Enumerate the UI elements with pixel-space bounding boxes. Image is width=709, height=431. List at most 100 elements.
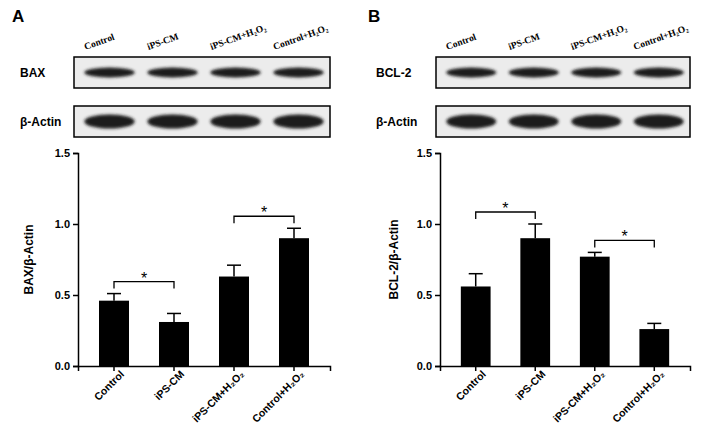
error-stem [113,294,115,301]
x-tick-label: iPS-CM+H₂O₂ [550,368,607,425]
lane-label: Control [445,32,478,52]
y-axis-line [435,154,441,367]
x-tick: Control [91,366,126,403]
row-label: BAX [20,66,45,80]
blot: ControliPS-CMiPS-CM+H₂O₂Control+H₂O₂BAXβ… [20,22,330,137]
y-tick-mark [73,153,78,155]
x-tick-label: Control+H₂O₂ [610,368,667,425]
error-bar [528,224,542,238]
y-tick-mark [73,295,78,297]
y-tick: 1.5 [55,147,78,159]
y-axis-title: BAX/β-Actin [22,225,36,295]
y-axis-title: BCL-2/β-Actin [387,220,401,300]
marks [99,228,309,366]
blot-band [147,115,197,129]
lane-label: iPS-CM [507,31,541,52]
panel-label: B [368,7,380,26]
marks [461,224,669,366]
lane-label: Control+H₂O₂ [632,23,689,52]
blot-band [84,68,134,78]
blot-band [634,115,684,129]
panel-label: A [12,7,24,26]
x-tick-label: iPS-CM [152,368,187,403]
error-cap [588,252,602,254]
error-bar [167,313,181,322]
y-tick-label: 0.0 [417,360,432,372]
x-tick: iPS-CM+H₂O₂ [190,366,247,424]
significance-label: * [261,204,267,221]
error-bar [287,228,301,238]
blot-band [571,68,621,78]
x-tick: iPS-CM [152,366,187,402]
bar [520,238,550,366]
x-axis: Control iPS-CMiPS-CM+H₂O₂Control+H₂O₂ [441,366,691,425]
row-label: BCL-2 [376,66,412,80]
y-tick: 0.0 [55,360,78,372]
blot-band [634,68,684,78]
error-stem [534,224,536,238]
y-tick-mark [435,366,440,368]
error-stem [233,265,235,276]
y-tick: 1.5 [417,147,440,159]
error-bar [227,265,241,276]
bar [219,277,249,366]
figure: AControliPS-CMiPS-CM+H₂O₂Control+H₂O₂BAX… [0,0,709,431]
error-bar [588,252,602,256]
blot-frame [74,57,330,88]
bar [159,322,189,366]
y-tick-label: 1.0 [55,218,70,230]
y-tick: 1.0 [417,218,440,230]
blot-frame [436,57,690,88]
blot-band [84,115,134,129]
y-tick-mark [73,224,78,226]
y-tick-mark [73,366,78,368]
y-tick-label: 0.5 [417,289,432,301]
y-tick-mark [435,295,440,297]
x-tick: iPS-CM [513,366,548,402]
y-axis-line [73,154,79,367]
y-axis: 0.0 0.5 1.0 1.5 [417,147,441,372]
panel: AControliPS-CMiPS-CM+H₂O₂Control+H₂O₂BAX… [12,7,331,425]
y-tick-label: 1.0 [417,218,432,230]
error-cap [528,223,542,225]
significance-label: * [502,200,508,217]
y-tick: 0.5 [417,289,440,301]
bar [461,286,491,366]
x-tick: Control+H₂O₂ [610,366,667,425]
y-tick-label: 1.5 [55,147,70,159]
y-tick-label: 0.0 [55,360,70,372]
y-tick-label: 1.5 [417,147,432,159]
bar [279,238,309,366]
error-bar [107,294,121,301]
blot-band [273,115,323,129]
lane-label: iPS-CM [146,31,180,52]
error-stem [654,323,656,329]
blot-band [571,115,621,129]
lane-label: iPS-CM+H₂O₂ [209,22,268,51]
blot-band [509,115,559,129]
x-tick: Control+H₂O₂ [249,366,306,425]
blot-band [273,68,323,78]
x-tick-label: Control [453,368,488,403]
significance-label: * [141,270,147,287]
blot-frame [74,106,330,137]
error-stem [475,274,477,287]
y-tick-label: 0.5 [55,289,70,301]
x-tick-label: Control [91,368,126,403]
error-cap [469,273,483,275]
row-label: β-Actin [376,115,417,129]
bar [99,301,129,366]
x-tick-label: iPS-CM [513,368,548,403]
error-cap [287,228,301,230]
blot-frame [436,106,690,137]
x-tick: Control [453,366,488,403]
x-axis: Control iPS-CMiPS-CM+H₂O₂Control+H₂O₂ [79,366,331,425]
x-tick: iPS-CM+H₂O₂ [550,366,607,424]
row-label: β-Actin [20,115,61,129]
lane-label: Control+H₂O₂ [272,23,329,52]
error-stem [173,313,175,322]
bar [580,257,610,366]
blot-band [147,68,197,78]
error-bar [647,323,661,329]
error-cap [227,264,241,266]
